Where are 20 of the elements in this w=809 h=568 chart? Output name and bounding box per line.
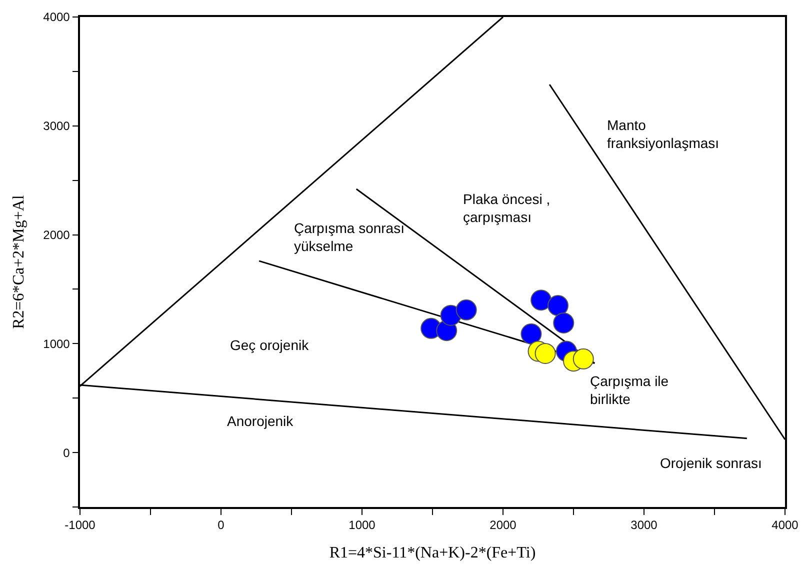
x-axis-title: R1=4*Si-11*(Na+K)-2*(Fe+Ti) xyxy=(329,544,536,562)
annotation: Geç orojenik xyxy=(230,337,310,353)
y-tick-label: 1000 xyxy=(43,336,70,351)
y-tick-label: 0 xyxy=(63,446,70,460)
annotation: Çarpışma ile birlikte xyxy=(590,373,669,408)
x-tick-label: 0 xyxy=(218,518,225,532)
x-tick-label: 1000 xyxy=(348,518,376,532)
annotation: Manto franksiyonlaşması xyxy=(607,117,720,152)
x-tick-label: -1000 xyxy=(64,518,96,532)
y-tick-label: 2000 xyxy=(43,228,70,242)
annotation: Anorojenik xyxy=(227,413,294,429)
annotation: Çarpışma sonrası yükselme xyxy=(294,220,404,254)
y-tick-label: 4000 xyxy=(43,10,70,24)
x-tick-label: 3000 xyxy=(630,518,658,532)
x-tick-label: 2000 xyxy=(490,518,517,532)
y-axis-title: R2=6*Ca+2*Mg+Al xyxy=(10,194,28,329)
annotation: Plaka öncesi , çarpışması xyxy=(463,191,550,226)
y-tick-label: 3000 xyxy=(43,119,70,134)
x-tick-label: 4000 xyxy=(772,518,799,532)
annotation: Orojenik sonrası xyxy=(660,455,762,471)
